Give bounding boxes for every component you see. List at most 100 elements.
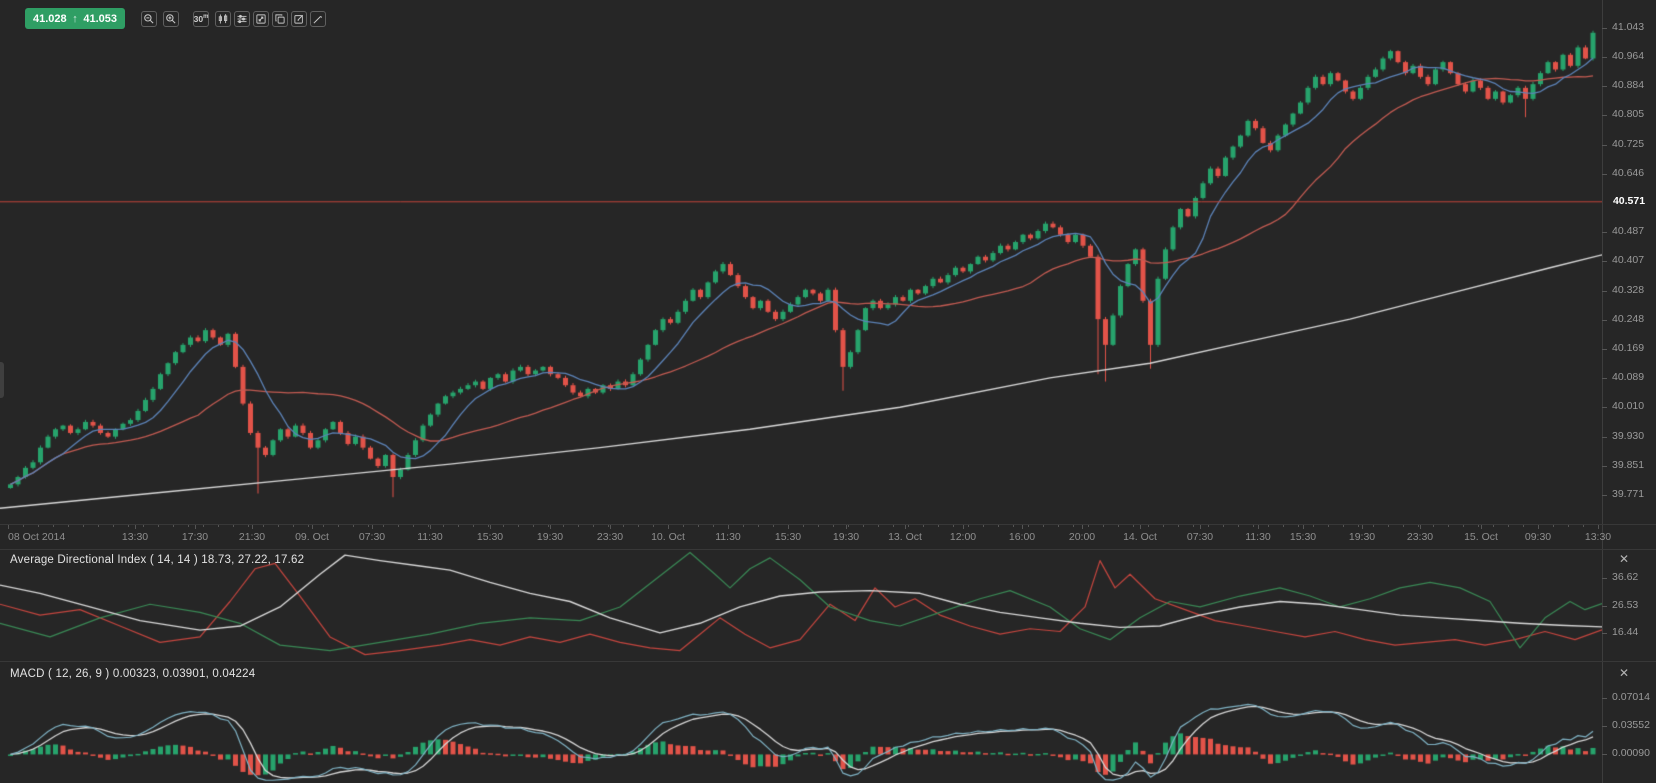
price-axis-label: 40.169 [1612, 341, 1645, 354]
time-minor-tick [698, 525, 699, 527]
time-minor-tick [1433, 525, 1434, 527]
expand-button[interactable] [253, 11, 269, 27]
macd-indicator-chart[interactable] [0, 662, 1602, 783]
candlestick-chart[interactable] [0, 0, 1602, 524]
time-minor-tick [1088, 525, 1089, 527]
price-axis-tick [1602, 465, 1607, 467]
time-minor-tick [623, 525, 624, 527]
time-minor-tick [128, 525, 129, 527]
time-axis-tick [1200, 525, 1201, 529]
time-axis-tick [372, 525, 373, 529]
time-axis-tick [1082, 525, 1083, 529]
time-axis-label: 21:30 [238, 531, 266, 543]
time-axis-label: 15. Oct [1464, 531, 1498, 543]
time-axis-tick [1303, 525, 1304, 529]
time-minor-tick [653, 525, 654, 527]
time-minor-tick [1388, 525, 1389, 527]
time-minor-tick [398, 525, 399, 527]
price-axis-label: 41.043 [1612, 21, 1645, 33]
time-minor-tick [473, 525, 474, 527]
time-minor-tick [1223, 525, 1224, 527]
time-axis-tick [1420, 525, 1421, 529]
time-axis-label: 14. Oct [1123, 531, 1157, 543]
zoom-out-icon [143, 13, 155, 25]
time-minor-tick [1463, 525, 1464, 527]
price-axis-label: 40.089 [1612, 371, 1645, 384]
time-minor-tick [1298, 525, 1299, 527]
time-axis-label: 19:30 [832, 531, 860, 543]
quote-button[interactable]: 41.028 ↑ 41.053 [25, 8, 125, 29]
edit-button[interactable] [291, 11, 307, 27]
time-minor-tick [278, 525, 279, 527]
time-minor-tick [143, 525, 144, 527]
time-minor-tick [548, 525, 549, 527]
time-minor-tick [713, 525, 714, 527]
adx-axis-label: 16.44 [1612, 626, 1639, 638]
time-minor-tick [1403, 525, 1404, 527]
adx-indicator-chart[interactable] [0, 550, 1602, 661]
time-minor-tick [1073, 525, 1074, 527]
time-minor-tick [1553, 525, 1554, 527]
time-minor-tick [1343, 525, 1344, 527]
time-axis-tick [963, 525, 964, 529]
time-minor-tick [938, 525, 939, 527]
time-minor-tick [953, 525, 954, 527]
time-axis-label: 13:30 [121, 531, 149, 543]
time-minor-tick [233, 525, 234, 527]
time-axis-label: 11:30 [1245, 531, 1271, 543]
draw-button[interactable] [310, 11, 326, 27]
time-axis-label: 23:30 [1406, 531, 1434, 543]
timeframe-button[interactable]: 30m [193, 11, 209, 27]
time-minor-tick [308, 525, 309, 527]
time-minor-tick [68, 525, 69, 527]
price-axis-tick [1602, 115, 1607, 117]
chart-type-button[interactable] [215, 11, 231, 27]
price-axis-label: 40.964 [1612, 50, 1645, 62]
time-axis-label: 09:30 [1524, 531, 1552, 543]
time-minor-tick [1253, 525, 1254, 527]
time-minor-tick [683, 525, 684, 527]
time-minor-tick [1448, 525, 1449, 527]
indicators-button[interactable] [234, 11, 250, 27]
duplicate-button[interactable] [272, 11, 288, 27]
up-arrow-icon: ↑ [72, 12, 78, 25]
time-minor-tick [203, 525, 204, 527]
time-minor-tick [578, 525, 579, 527]
time-minor-tick [968, 525, 969, 527]
time-minor-tick [263, 525, 264, 527]
price-axis-label: 40.407 [1612, 254, 1645, 267]
time-minor-tick [608, 525, 609, 527]
adx-axis-tick [1602, 605, 1607, 607]
macd-close-button[interactable]: ✕ [1618, 666, 1630, 680]
price-axis-tick [1602, 232, 1607, 234]
price-axis-label: 40.884 [1612, 79, 1645, 92]
macd-panel-title: MACD ( 12, 26, 9 ) 0.00323, 0.03901, 0.0… [10, 668, 256, 680]
time-axis-label: 19:30 [1348, 531, 1376, 543]
time-minor-tick [908, 525, 909, 527]
time-minor-tick [1373, 525, 1374, 527]
sliders-icon [236, 13, 248, 25]
time-axis-label: 10. Oct [651, 531, 685, 543]
macd-axis-tick [1602, 753, 1607, 755]
time-minor-tick [848, 525, 849, 527]
ask-price: 41.053 [83, 12, 117, 25]
zoom-in-button[interactable] [163, 11, 179, 27]
time-minor-tick [1328, 525, 1329, 527]
timeframe-label: 30m [193, 14, 209, 25]
adx-close-button[interactable]: ✕ [1618, 552, 1630, 566]
time-axis-label: 15:30 [476, 531, 504, 543]
time-minor-tick [83, 525, 84, 527]
layers-icon [274, 13, 286, 25]
time-axis-label: 23:30 [596, 531, 624, 543]
time-axis-tick [846, 525, 847, 529]
time-minor-tick [1493, 525, 1494, 527]
time-minor-tick [1118, 525, 1119, 527]
side-panel-handle[interactable] [0, 362, 4, 398]
adx-axis-label: 26.53 [1612, 598, 1639, 611]
time-minor-tick [503, 525, 504, 527]
time-axis-tick [610, 525, 611, 529]
time-minor-tick [1103, 525, 1104, 527]
zoom-out-button[interactable] [141, 11, 157, 27]
time-axis-tick [430, 525, 431, 529]
